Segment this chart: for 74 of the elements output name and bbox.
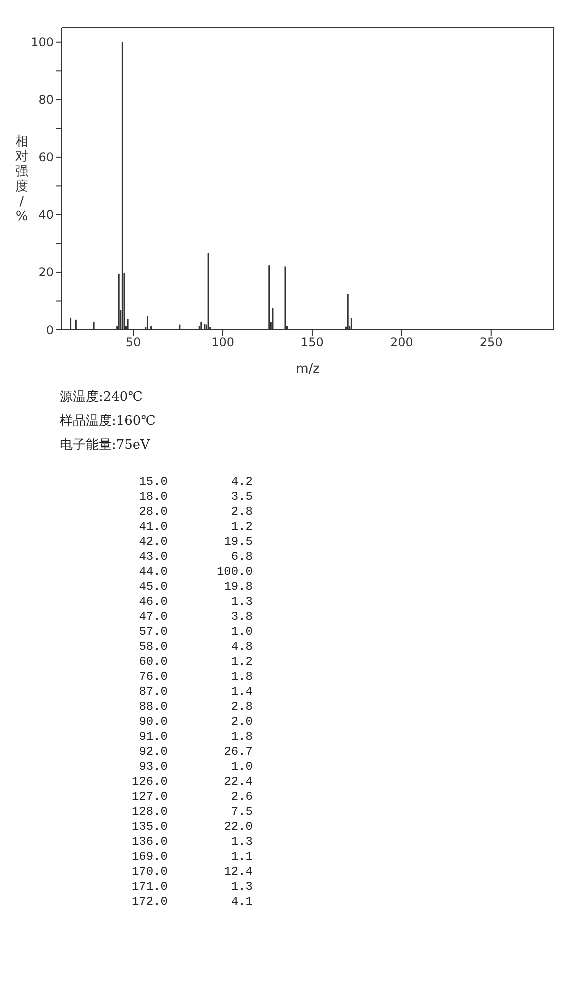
text: 26.7	[223, 744, 253, 759]
text: 2.8	[230, 699, 253, 714]
text: 2.6	[230, 789, 253, 804]
text: 170.0	[130, 864, 168, 879]
text: 1.0	[230, 624, 253, 639]
text: 1.0	[230, 759, 253, 774]
text: 128.0	[130, 804, 168, 819]
text: 43.0	[138, 549, 168, 564]
text: 3.5	[230, 489, 253, 504]
text: 2.8	[230, 504, 253, 519]
text: 46.0	[138, 594, 168, 609]
text: 4.1	[230, 894, 253, 909]
text: 100.0	[216, 564, 253, 579]
text: 47.0	[138, 609, 168, 624]
text: 93.0	[138, 759, 168, 774]
text: 6.8	[230, 549, 253, 564]
text: 1.8	[230, 729, 253, 744]
text: 90.0	[138, 714, 168, 729]
text: 4.8	[230, 639, 253, 654]
text: 44.0	[138, 564, 168, 579]
y-tick-label: 40	[38, 208, 54, 222]
text: 41.0	[138, 519, 168, 534]
text: 45.0	[138, 579, 168, 594]
text: 7.5	[230, 804, 253, 819]
y-tick-label: 60	[38, 150, 54, 165]
text: 18.0	[138, 489, 168, 504]
text: 样品温度:160℃	[60, 413, 157, 431]
text: 58.0	[138, 639, 168, 654]
text: 电子能量:75eV	[60, 437, 152, 455]
text: 19.8	[223, 579, 253, 594]
text: 88.0	[138, 699, 168, 714]
text: 42.0	[138, 534, 168, 549]
text: 1.1	[230, 849, 253, 864]
text: 87.0	[138, 684, 168, 699]
text: 76.0	[138, 669, 168, 684]
text: 12.4	[223, 864, 253, 879]
text: 3.8	[230, 609, 253, 624]
x-tick-label: 100	[212, 336, 234, 350]
text: 4.2	[230, 474, 253, 489]
text: 源温度:240℃	[60, 389, 144, 407]
x-axis-title: m/z	[296, 362, 320, 377]
text: 1.8	[230, 669, 253, 684]
text: 60.0	[138, 654, 168, 669]
x-tick-label: 150	[301, 336, 324, 350]
text: 57.0	[138, 624, 168, 639]
text: 169.0	[130, 849, 168, 864]
y-axis-title: 相对强度/%	[16, 134, 28, 224]
text: 22.0	[223, 819, 253, 834]
text: 92.0	[138, 744, 168, 759]
text: 171.0	[130, 879, 168, 894]
y-tick-label: 0	[46, 323, 54, 338]
text: 1.2	[230, 519, 253, 534]
text: 1.4	[230, 684, 253, 699]
text: 1.3	[230, 834, 253, 849]
text: 135.0	[130, 819, 168, 834]
x-tick-label: 200	[390, 336, 414, 350]
text: 1.3	[230, 879, 253, 894]
text: 91.0	[138, 729, 168, 744]
text: 136.0	[130, 834, 168, 849]
x-tick-label: 50	[126, 336, 142, 350]
text: 28.0	[138, 504, 168, 519]
y-tick-label: 100	[31, 36, 54, 50]
text: 15.0	[138, 474, 168, 489]
x-tick-label: 250	[480, 336, 503, 350]
text: 127.0	[130, 789, 168, 804]
y-tick-label: 80	[38, 93, 54, 108]
text: 172.0	[130, 894, 168, 909]
text: 126.0	[130, 774, 168, 789]
text: 1.2	[230, 654, 253, 669]
text: 22.4	[223, 774, 253, 789]
text: 2.0	[230, 714, 253, 729]
text: 19.5	[223, 534, 253, 549]
y-tick-label: 20	[38, 266, 54, 280]
text: 1.3	[230, 594, 253, 609]
